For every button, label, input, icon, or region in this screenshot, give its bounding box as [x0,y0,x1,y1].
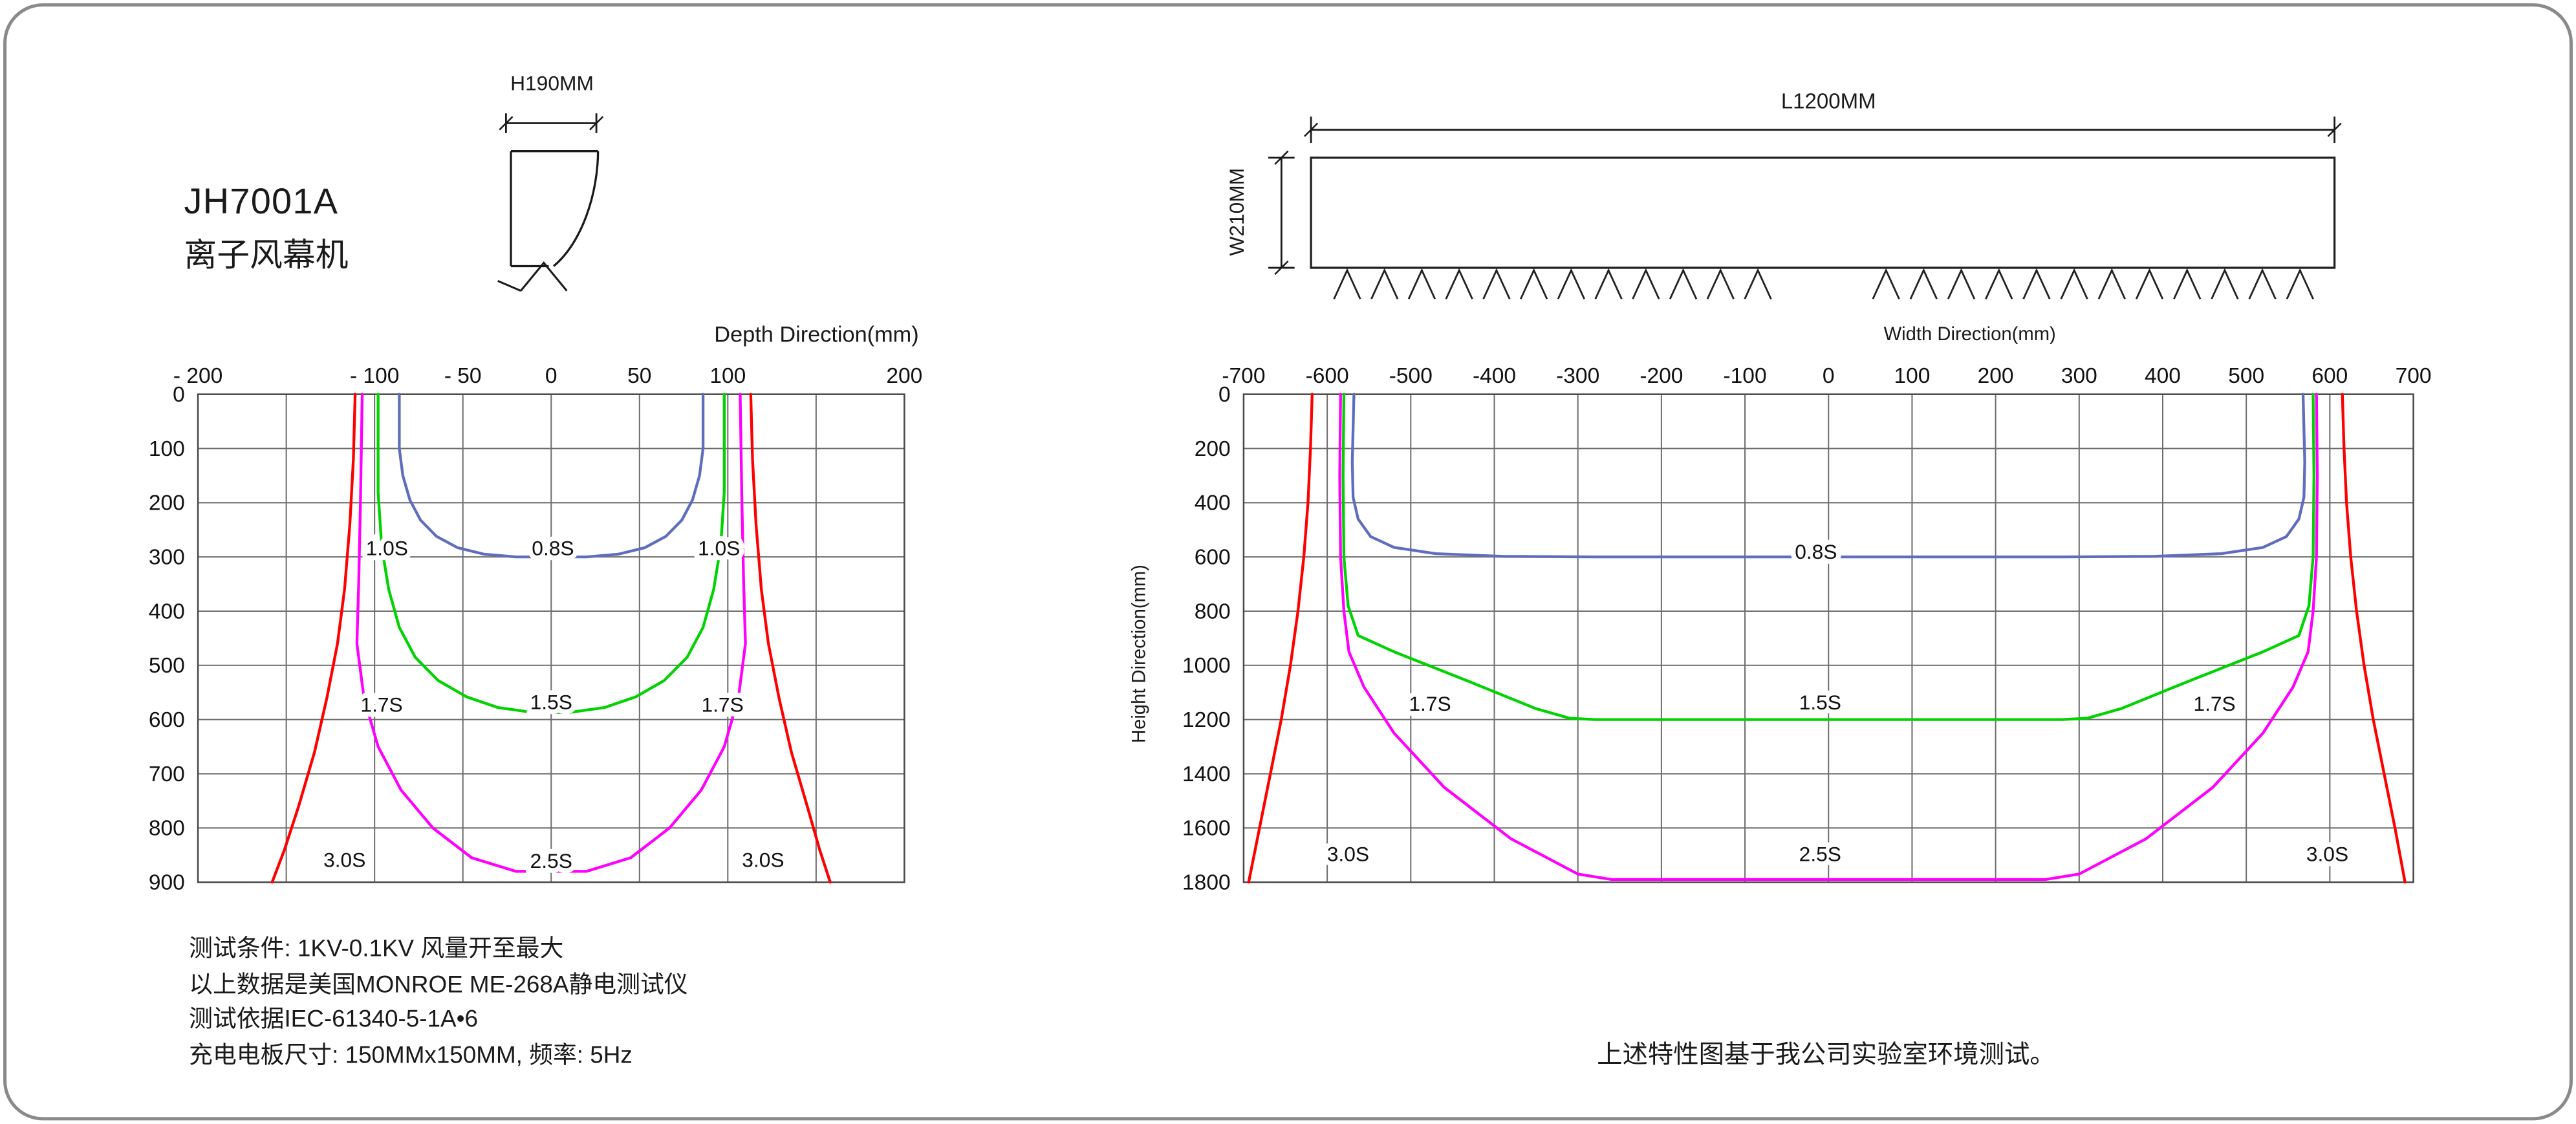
lab-environment-footnote: 上述特性图基于我公司实验室环境测试。 [1597,1041,2055,1070]
height-axis-title: Height Direction(mm) [1130,565,1151,744]
width-axis-title: Width Direction(mm) [1883,325,2056,345]
note-line: 测试条件: 1KV-0.1KV 风量开至最大 [189,936,564,963]
width-dimension-label: W210MM [1225,168,1249,256]
product-model-title: JH7001A [184,180,339,222]
note-line: 以上数据是美国MONROE ME-268A静电测试仪 [189,971,688,999]
depth-axis-title: Depth Direction(mm) [714,321,919,347]
note-line: 测试依据IEC-61340-5-1A•6 [189,1007,478,1033]
page-border [3,3,2573,1121]
test-notes-block: 测试条件: 1KV-0.1KV 风量开至最大 以上数据是美国MONROE ME-… [189,933,688,1074]
note-line: 充电电板尺寸: 150MMx150MM, 频率: 5Hz [189,1042,633,1069]
length-dimension-label: L1200MM [1780,89,1876,114]
product-name-title: 离子风幕机 [184,238,349,275]
height-dimension-label: H190MM [510,72,594,96]
